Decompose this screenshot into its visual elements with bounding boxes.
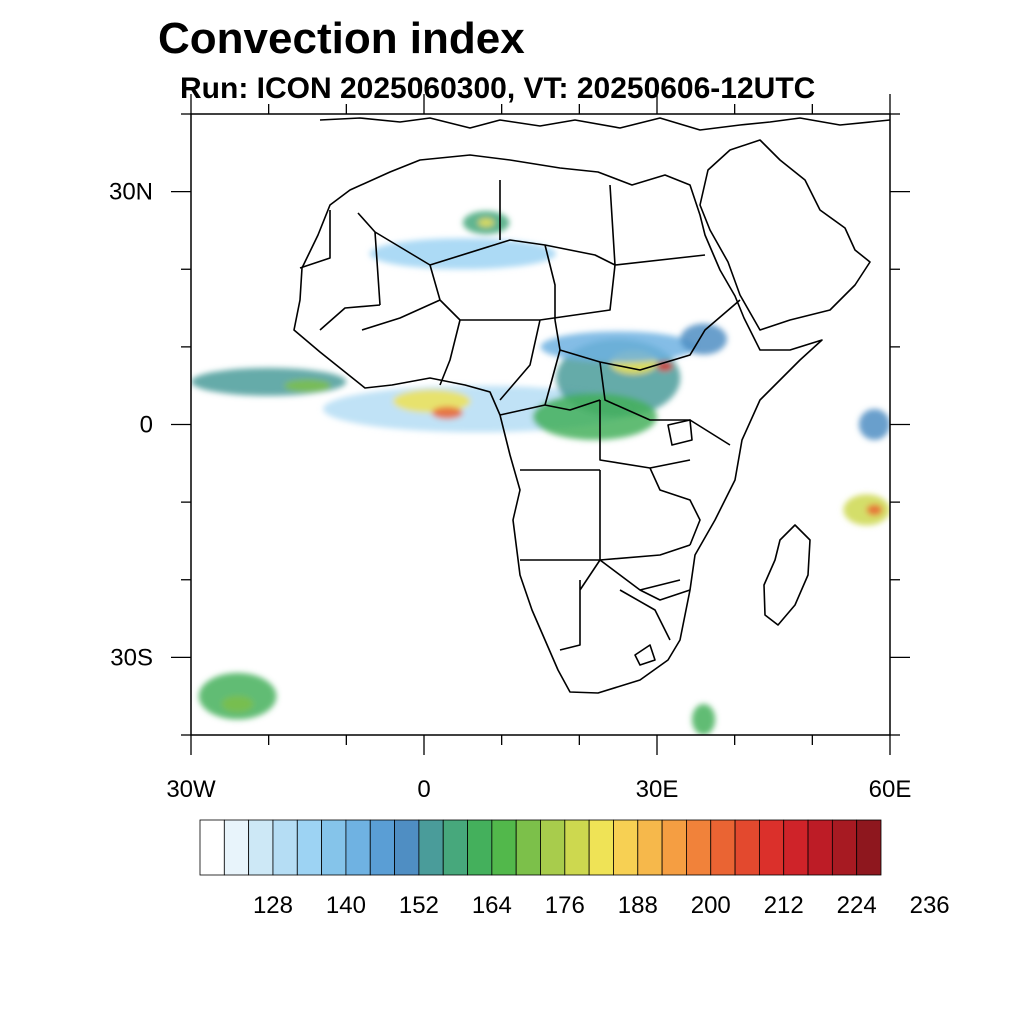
colorbar-swatch bbox=[686, 819, 712, 876]
colorbar-swatch bbox=[321, 819, 347, 876]
lon-tick-label: 30W bbox=[166, 776, 216, 803]
convection-area bbox=[198, 672, 277, 720]
colorbar-swatch bbox=[248, 819, 274, 876]
convection-area bbox=[431, 406, 463, 420]
africa-coastline bbox=[293, 154, 823, 694]
colorbar-swatch bbox=[564, 819, 590, 876]
colorbar-swatch bbox=[491, 819, 517, 876]
colorbar-swatch bbox=[418, 819, 444, 876]
colorbar-swatch bbox=[223, 819, 250, 876]
lat-tick-label: 0 bbox=[140, 412, 153, 439]
lon-tick-label: 30E bbox=[636, 776, 679, 803]
colorbar-label: 164 bbox=[472, 892, 512, 919]
colorbar-swatch bbox=[734, 819, 760, 876]
colorbar-swatch bbox=[345, 819, 371, 876]
colorbar bbox=[199, 819, 882, 876]
country-borders bbox=[299, 180, 741, 651]
colorbar-label: 140 bbox=[326, 892, 366, 919]
colorbar-swatch bbox=[831, 819, 858, 876]
convection-area bbox=[284, 379, 331, 392]
colorbar-swatch bbox=[856, 819, 882, 876]
colorbar-label: 152 bbox=[399, 892, 439, 919]
colorbar-swatch bbox=[783, 819, 809, 876]
lat-tick-label: 30N bbox=[109, 179, 153, 206]
colorbar-swatch bbox=[758, 819, 785, 876]
convection-area bbox=[680, 323, 727, 355]
colorbar-swatch bbox=[394, 819, 420, 876]
lat-tick-label: 30S bbox=[110, 644, 153, 671]
convection-area bbox=[478, 218, 494, 227]
convection-area bbox=[532, 393, 657, 441]
convection-area bbox=[866, 504, 883, 516]
convection-area bbox=[858, 408, 890, 441]
lon-tick-label: 60E bbox=[869, 776, 912, 803]
convection-area bbox=[691, 703, 716, 735]
map-subtitle: Run: ICON 2025060300, VT: 20250606-12UTC bbox=[180, 72, 816, 105]
colorbar-swatch bbox=[199, 819, 225, 876]
europe-coastline bbox=[319, 117, 890, 131]
coastlines-and-borders bbox=[293, 117, 890, 694]
convection-area bbox=[369, 238, 557, 270]
axis-tick-labels: 30N 0 30S 30W 0 30E 60E bbox=[109, 179, 911, 803]
convection-area bbox=[222, 696, 254, 712]
colorbar-labels: 128 140 152 164 176 188 200 212 224 236 bbox=[253, 892, 950, 919]
lon-tick-label: 0 bbox=[417, 776, 430, 803]
colorbar-swatch bbox=[588, 819, 614, 876]
madagascar-coastline bbox=[763, 524, 811, 626]
colorbar-label: 128 bbox=[253, 892, 293, 919]
colorbar-swatch bbox=[710, 819, 736, 876]
colorbar-swatch bbox=[442, 819, 468, 876]
colorbar-swatch bbox=[467, 819, 493, 876]
colorbar-swatch bbox=[613, 819, 639, 876]
colorbar-swatch bbox=[296, 819, 323, 876]
map-title: Convection index bbox=[158, 14, 525, 63]
colorbar-swatch bbox=[272, 819, 298, 876]
colorbar-label: 212 bbox=[764, 892, 804, 919]
colorbar-label: 176 bbox=[545, 892, 585, 919]
colorbar-swatch bbox=[515, 819, 541, 876]
colorbar-swatch bbox=[637, 819, 663, 876]
colorbar-label: 224 bbox=[837, 892, 877, 919]
convection-field bbox=[191, 211, 890, 735]
colorbar-swatch bbox=[661, 819, 687, 876]
colorbar-swatch bbox=[807, 819, 833, 876]
colorbar-swatch bbox=[369, 819, 395, 876]
colorbar-label: 236 bbox=[910, 892, 950, 919]
convection-area bbox=[540, 331, 696, 363]
arabia-coastline bbox=[699, 139, 871, 331]
lake-victoria bbox=[667, 419, 693, 446]
colorbar-swatch bbox=[540, 819, 566, 876]
colorbar-label: 200 bbox=[691, 892, 731, 919]
colorbar-label: 188 bbox=[618, 892, 658, 919]
lesotho-border bbox=[634, 644, 656, 666]
axis-ticks bbox=[171, 94, 910, 755]
